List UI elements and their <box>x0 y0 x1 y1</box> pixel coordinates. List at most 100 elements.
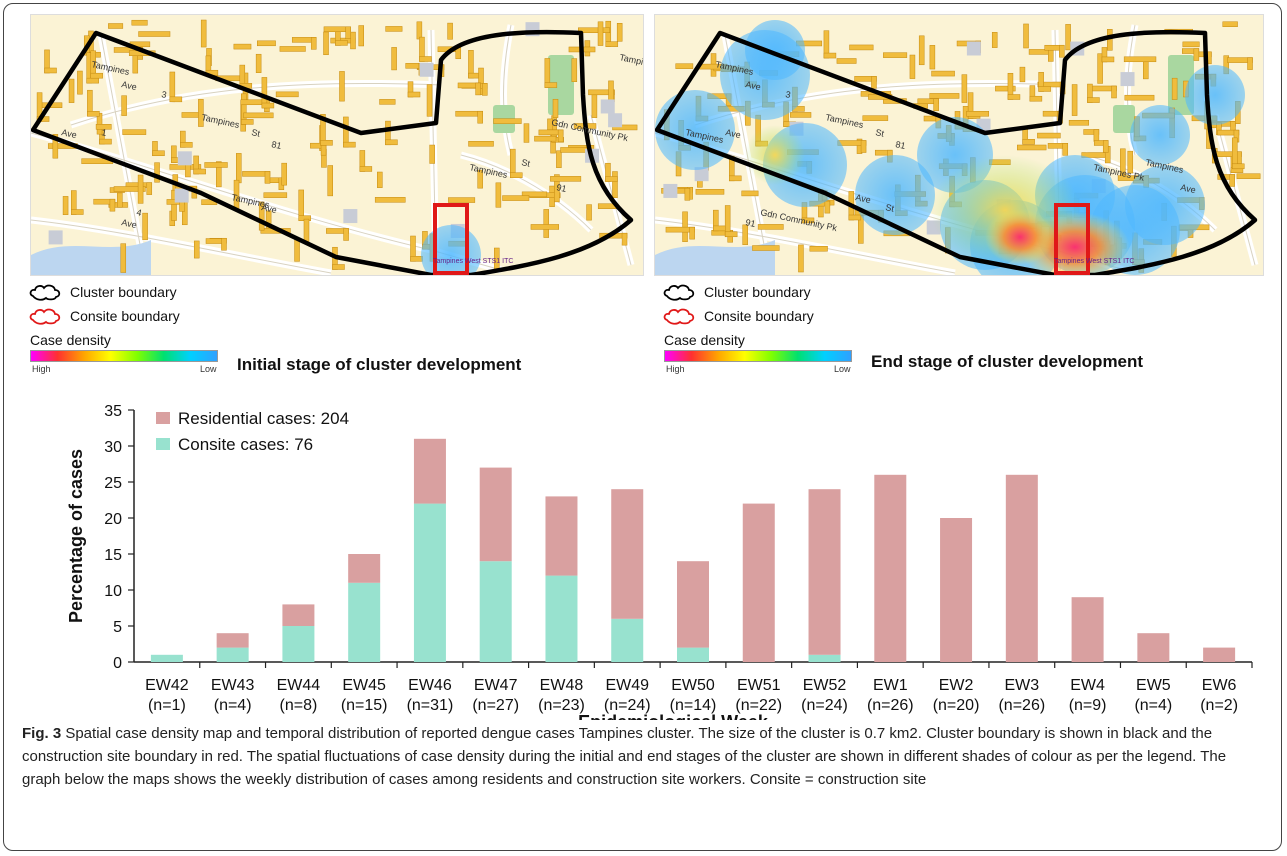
x-tick-label: EW47 <box>474 677 518 694</box>
map-building <box>824 200 831 214</box>
map-building <box>142 212 148 241</box>
map-building <box>240 119 254 125</box>
map-road-edge <box>655 219 956 274</box>
map-building <box>995 85 1016 92</box>
bar-residential <box>1071 597 1104 662</box>
map-building <box>933 98 939 112</box>
map-building <box>544 82 558 88</box>
map-building <box>146 182 153 195</box>
map-building <box>798 244 804 273</box>
map-building <box>345 26 351 40</box>
x-tick-label: EW52 <box>803 677 847 694</box>
map-building <box>216 161 222 188</box>
x-tick-label: EW51 <box>737 677 781 694</box>
map-building <box>281 162 287 186</box>
map-building <box>848 214 862 221</box>
map-building <box>1023 23 1029 49</box>
x-tick-label: EW46 <box>408 677 452 694</box>
map-building <box>447 22 453 40</box>
map-building <box>1059 44 1065 58</box>
map-building <box>929 93 960 99</box>
map-street-label: St <box>251 127 262 139</box>
bar-residential <box>677 561 709 648</box>
bar-residential <box>348 554 381 583</box>
map-road-edge <box>1214 114 1256 266</box>
y-tick-label: 25 <box>104 475 122 492</box>
map-site-label: Tampines West STS1 ITC <box>1054 258 1134 265</box>
map-building <box>560 147 589 153</box>
map-building <box>510 172 523 178</box>
map-building <box>264 171 271 184</box>
map-street-label: Ave <box>745 79 762 92</box>
map-grey-block <box>1120 72 1135 87</box>
bar-consite <box>413 503 446 662</box>
legend-consite-boundary-label: Consite boundary <box>70 308 180 324</box>
legend-label: Consite cases: 76 <box>178 435 313 454</box>
map-building <box>1038 86 1051 92</box>
x-tick-label: EW6 <box>1202 677 1237 694</box>
map-building <box>1047 49 1054 62</box>
map-street-label: 4 <box>136 207 143 218</box>
map-building <box>675 63 694 69</box>
legend-label: Residential cases: 204 <box>178 409 349 428</box>
density-blob <box>745 20 805 80</box>
map-grey-block <box>419 62 434 77</box>
map-building <box>350 31 356 50</box>
map-grey-block <box>694 167 709 182</box>
map-building <box>198 99 204 127</box>
map-building <box>113 186 146 192</box>
map-building <box>117 192 123 208</box>
map-building <box>1127 150 1134 174</box>
cluster-boundary-line <box>655 29 1258 275</box>
map-grey-block <box>608 113 623 128</box>
map-building <box>448 197 476 203</box>
x-tick-label: EW45 <box>342 677 386 694</box>
map-building <box>205 238 222 244</box>
map-building <box>521 191 548 198</box>
legend-consite-boundary-right: Consite boundary <box>662 306 814 326</box>
map-building <box>809 245 828 252</box>
map-building <box>556 150 562 168</box>
map-street-label: St <box>885 202 896 214</box>
map-street-label: Ave <box>121 79 138 92</box>
bar-consite <box>150 654 183 662</box>
cloud-black-icon <box>29 284 61 301</box>
map-building <box>502 195 530 201</box>
x-tick-count-label: (n=20) <box>933 697 980 714</box>
x-tick-count-label: (n=24) <box>604 697 651 714</box>
bar-residential <box>1203 647 1236 662</box>
y-tick-label: 15 <box>104 547 122 564</box>
map-building <box>426 84 433 117</box>
map-building <box>261 102 275 109</box>
map-building <box>860 140 867 153</box>
map-building <box>1236 173 1261 179</box>
map-initial-stage: Tampines Ave 3 Tampines St 81 Ave 1 Tampines Ave A… <box>30 14 644 276</box>
x-tick-count-label: (n=26) <box>998 697 1045 714</box>
map-street-label: 3 <box>785 89 792 100</box>
map-grey-block <box>663 183 678 198</box>
y-tick-label: 20 <box>104 511 122 528</box>
map-building <box>597 21 604 46</box>
caption-fig-label: Fig. 3 <box>22 725 62 742</box>
map-street-label: 91 <box>745 217 757 229</box>
map-building <box>109 198 116 212</box>
legend-swatch <box>156 438 170 450</box>
map-street-label: 81 <box>895 139 907 151</box>
legend-left: Cluster boundary Consite boundary Case d… <box>28 282 628 382</box>
map-building <box>279 46 306 52</box>
map-building <box>909 54 916 79</box>
map-road-edge <box>31 219 332 274</box>
x-tick-count-label: (n=2) <box>1200 697 1238 714</box>
bar-residential <box>874 474 907 662</box>
legend-swatch <box>156 412 170 424</box>
x-tick-label: EW44 <box>277 677 321 694</box>
map-building <box>918 35 925 66</box>
map-building <box>495 182 502 208</box>
map-grey-block <box>966 41 981 56</box>
map-building <box>416 21 423 40</box>
bar-residential <box>1005 474 1038 662</box>
bar-residential <box>940 518 973 662</box>
map-site-label: Tampines West STS1 ITC <box>433 258 513 265</box>
density-blob <box>1185 65 1245 125</box>
x-tick-count-label: (n=8) <box>280 697 318 714</box>
